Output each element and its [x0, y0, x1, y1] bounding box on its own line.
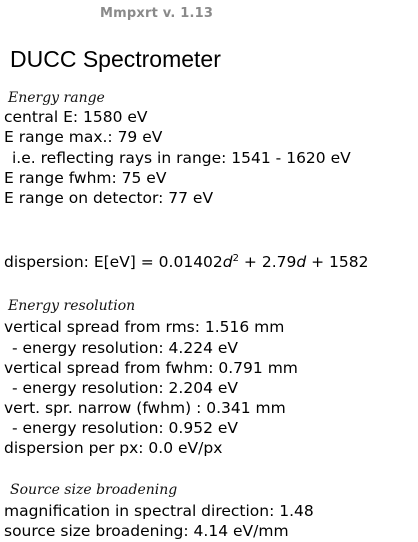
- vertical-spread-rms-line: vertical spread from rms: 1.516 mm: [4, 318, 284, 336]
- reflecting-rays-line: i.e. reflecting rays in range: 1541 - 16…: [2, 149, 351, 167]
- energy-resolution-heading: Energy resolution: [8, 298, 135, 314]
- magnification-line: magnification in spectral direction: 1.4…: [4, 502, 314, 520]
- dispersion-tail: + 1582: [306, 253, 368, 271]
- vertical-spread-narrow-line: vert. spr. narrow (fwhm) : 0.341 mm: [4, 399, 286, 417]
- dispersion-middle: + 2.79: [239, 253, 296, 271]
- energy-resolution-rms-line: - energy resolution: 4.224 eV: [2, 339, 238, 357]
- source-size-broadening-line: source size broadening: 4.14 eV/mm: [4, 522, 289, 540]
- energy-resolution-narrow-line: - energy resolution: 0.952 eV: [2, 419, 238, 437]
- energy-range-max-line: E range max.: 79 eV: [4, 128, 162, 146]
- dispersion-label: dispersion:: [4, 253, 94, 271]
- app-version-title: Mmpxrt v. 1.13: [100, 6, 213, 21]
- energy-resolution-fwhm-line: - energy resolution: 2.204 eV: [2, 379, 238, 397]
- dispersion-var-1: d: [223, 253, 233, 271]
- dispersion-var-2: d: [296, 253, 306, 271]
- energy-range-heading: Energy range: [8, 90, 105, 106]
- central-energy-line: central E: 1580 eV: [4, 108, 148, 126]
- energy-range-detector-line: E range on detector: 77 eV: [4, 189, 213, 207]
- dispersion-lhs: E[eV] = 0.01402: [94, 253, 223, 271]
- dispersion-per-px-line: dispersion per px: 0.0 eV/px: [4, 439, 222, 457]
- dispersion-formula: dispersion: E[eV] = 0.01402d2 + 2.79d + …: [4, 253, 369, 271]
- page-title: DUCC Spectrometer: [10, 46, 221, 73]
- source-size-heading: Source size broadening: [10, 482, 177, 498]
- energy-range-fwhm-line: E range fwhm: 75 eV: [4, 169, 166, 187]
- vertical-spread-fwhm-line: vertical spread from fwhm: 0.791 mm: [4, 359, 298, 377]
